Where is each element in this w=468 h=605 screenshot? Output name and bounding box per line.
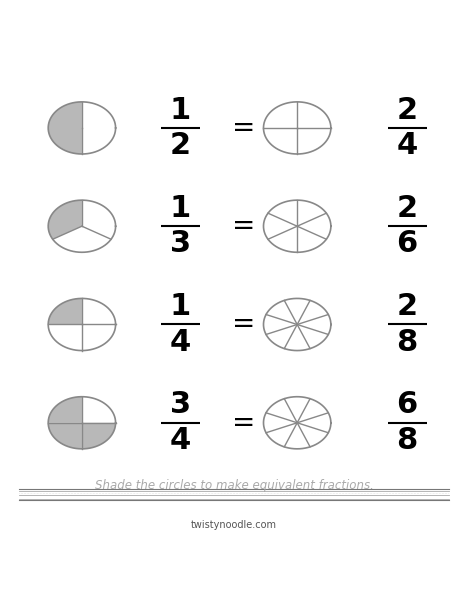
Text: =: = bbox=[232, 114, 255, 142]
Text: 8: 8 bbox=[396, 426, 418, 455]
Text: 1: 1 bbox=[169, 194, 191, 223]
Text: 6: 6 bbox=[396, 229, 418, 258]
Text: 4: 4 bbox=[169, 328, 191, 357]
Text: 1: 1 bbox=[169, 292, 191, 321]
Text: 2: 2 bbox=[396, 96, 418, 125]
Polygon shape bbox=[48, 102, 82, 154]
Text: 3: 3 bbox=[169, 390, 191, 419]
Polygon shape bbox=[48, 423, 82, 449]
Text: 3: 3 bbox=[169, 229, 191, 258]
Text: Shade the circles to make equivalent fractions.: Shade the circles to make equivalent fra… bbox=[95, 479, 373, 491]
Text: 4: 4 bbox=[396, 131, 418, 160]
Text: 2: 2 bbox=[396, 292, 418, 321]
Text: 4: 4 bbox=[169, 426, 191, 455]
Text: =: = bbox=[232, 212, 255, 240]
Text: 2: 2 bbox=[396, 194, 418, 223]
Text: =: = bbox=[232, 310, 255, 338]
Text: 1: 1 bbox=[169, 96, 191, 125]
Text: 6: 6 bbox=[396, 390, 418, 419]
Polygon shape bbox=[48, 298, 82, 324]
Polygon shape bbox=[82, 423, 116, 449]
Text: =: = bbox=[232, 409, 255, 437]
Text: 8: 8 bbox=[396, 328, 418, 357]
Text: twistynoodle.com: twistynoodle.com bbox=[191, 520, 277, 530]
Polygon shape bbox=[48, 200, 82, 239]
Polygon shape bbox=[48, 397, 82, 423]
Text: 2: 2 bbox=[169, 131, 191, 160]
